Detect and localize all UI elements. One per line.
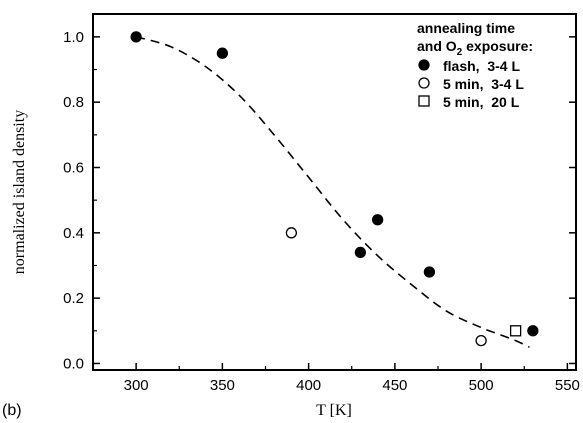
data-point-filled-circle (354, 246, 367, 259)
y-tick-label: 0.8 (63, 94, 84, 111)
data-point-open-square (509, 325, 522, 337)
data-point-open-circle (475, 334, 487, 347)
legend-label-5min-20l: 5 min, 20 L (443, 94, 520, 110)
legend-title-line2-sub: 2 (457, 47, 463, 58)
x-tick-label: 550 (555, 377, 580, 394)
y-tick-label: 1.0 (63, 29, 84, 46)
data-point-filled-circle (423, 266, 436, 278)
x-tick-label: 300 (124, 377, 149, 394)
legend-label-flash: flash, 3-4 L (443, 58, 520, 74)
x-tick-label: 400 (296, 377, 321, 394)
ticks-layer: 300 350 400 450 500 550 0.0 0.2 0.4 0.6 0.8 1.0 (63, 29, 580, 394)
legend-title-line2: and O2 exposure: (417, 38, 533, 58)
y-tick-label: 0.2 (63, 290, 84, 307)
legend-marker-filled-circle (418, 59, 430, 71)
y-tick-label: 0.0 (63, 355, 84, 372)
legend-marker-open-circle (418, 77, 430, 89)
y-axis-title: normalized island density (11, 110, 28, 274)
data-point-filled-circle (371, 214, 384, 226)
legend-marker-open-square (418, 95, 430, 107)
x-tick-label: 500 (469, 377, 494, 394)
fit-curve (135, 36, 530, 348)
x-tick-label: 450 (382, 377, 407, 394)
legend-label-5min-3-4l: 5 min, 3-4 L (443, 76, 524, 92)
x-axis-title: T [K] (316, 402, 352, 419)
legend: annealing time and O2 exposure: flash, 3… (417, 20, 533, 110)
y-tick-label: 0.4 (63, 225, 84, 242)
plot-frame (92, 13, 577, 371)
legend-title-line1: annealing time (417, 20, 515, 36)
legend-title-line2-post: exposure: (462, 38, 533, 54)
data-point-open-circle (285, 227, 298, 239)
fit-curve-layer (135, 36, 530, 348)
data-point-filled-circle (216, 47, 229, 59)
legend-title-line2-pre: and O (417, 38, 457, 54)
panel-label: (b) (2, 402, 22, 419)
data-point-filled-circle (527, 325, 539, 337)
data-point-filled-circle (130, 31, 142, 43)
y-tick-label: 0.6 (63, 160, 84, 177)
x-tick-label: 350 (210, 377, 235, 394)
points-layer (130, 31, 539, 347)
